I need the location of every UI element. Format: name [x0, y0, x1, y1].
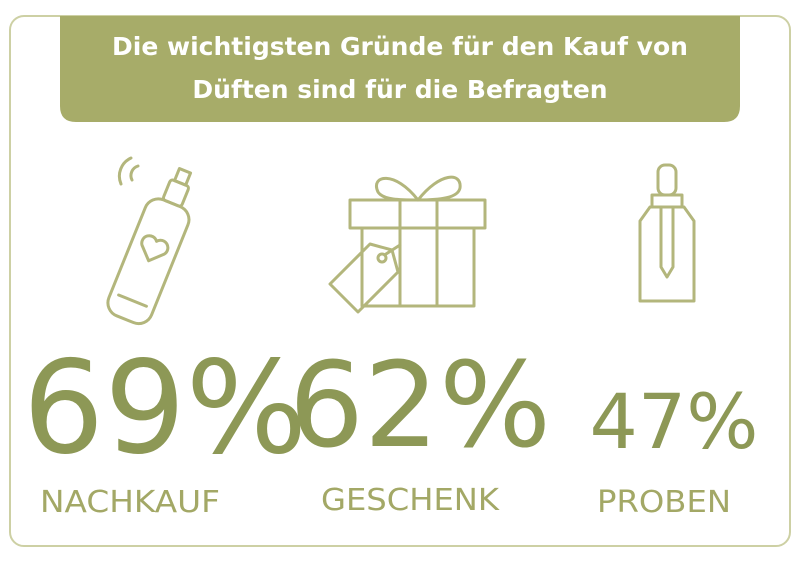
percentage: 69% — [23, 334, 308, 483]
item-label: GESCHENK — [321, 483, 500, 518]
percentage: 47% — [590, 377, 759, 466]
percentage: 62% — [289, 336, 551, 474]
title-banner — [60, 16, 740, 122]
item-label: PROBEN — [597, 485, 731, 520]
title-line: Die wichtigsten Gründe für den Kauf von — [112, 32, 688, 61]
dropper-icon — [638, 163, 696, 303]
gift-icon — [328, 175, 487, 314]
spray-icon — [106, 156, 193, 326]
title-line: Düften sind für die Befragten — [192, 75, 607, 104]
item-label: NACHKAUF — [40, 485, 220, 520]
